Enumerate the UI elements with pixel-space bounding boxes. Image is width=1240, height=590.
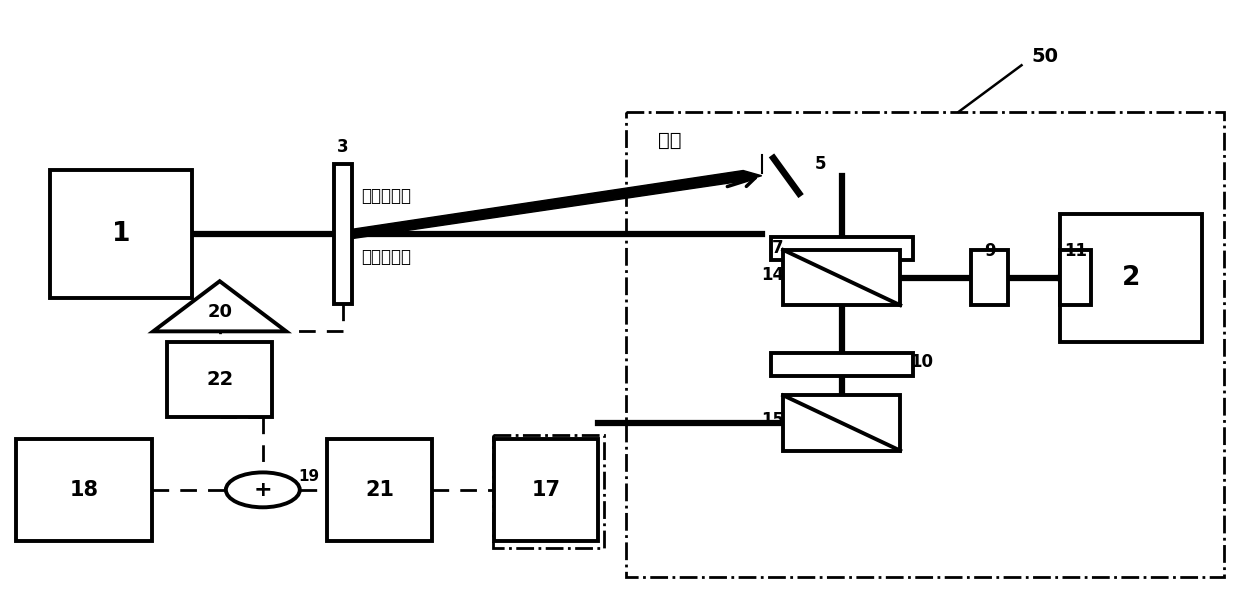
Bar	[327, 439, 433, 541]
Text: 1: 1	[112, 221, 130, 247]
Bar	[771, 237, 913, 260]
Bar	[771, 353, 913, 376]
Polygon shape	[352, 171, 761, 238]
Text: 输出: 输出	[657, 132, 681, 150]
Bar	[494, 435, 604, 548]
Text: 18: 18	[69, 480, 99, 500]
Bar	[167, 342, 272, 417]
Polygon shape	[154, 281, 286, 332]
Text: 2: 2	[1122, 264, 1141, 290]
Bar	[334, 164, 352, 304]
Bar	[784, 395, 900, 451]
Circle shape	[226, 473, 300, 507]
Text: 7: 7	[771, 240, 784, 257]
Text: 5: 5	[815, 155, 827, 173]
Bar	[51, 170, 192, 298]
Text: 15: 15	[761, 411, 784, 429]
Text: 一级衍射光: 一级衍射光	[361, 187, 412, 205]
Text: 19: 19	[298, 469, 319, 484]
Text: +: +	[253, 480, 272, 500]
Text: 9: 9	[983, 242, 996, 260]
Text: 20: 20	[207, 303, 232, 322]
Text: 11: 11	[1064, 242, 1087, 260]
Bar	[1060, 250, 1091, 305]
Text: 17: 17	[532, 480, 560, 500]
Text: 14: 14	[761, 266, 784, 284]
Text: 10: 10	[910, 353, 934, 371]
Bar	[1060, 214, 1202, 342]
Text: 零级衍射光: 零级衍射光	[361, 248, 412, 266]
Bar	[494, 439, 599, 541]
Text: 50: 50	[1032, 47, 1059, 66]
Bar	[626, 112, 1224, 577]
Bar	[971, 250, 1008, 305]
Text: 3: 3	[337, 137, 348, 156]
Text: 21: 21	[366, 480, 394, 500]
Text: 22: 22	[206, 370, 233, 389]
Bar	[784, 250, 900, 305]
Bar	[16, 439, 153, 541]
